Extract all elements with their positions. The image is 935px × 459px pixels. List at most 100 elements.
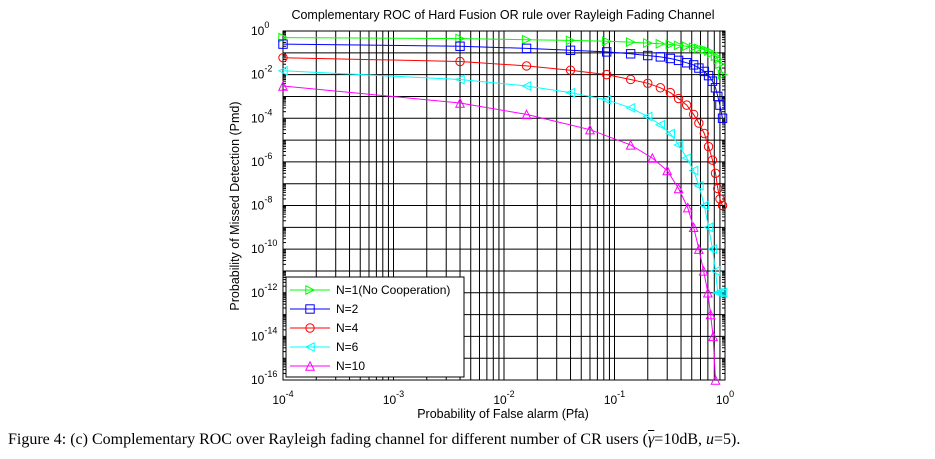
data-point-marker bbox=[602, 47, 612, 57]
series-line bbox=[282, 70, 723, 294]
data-point-marker bbox=[681, 153, 692, 164]
series-1 bbox=[278, 32, 728, 80]
data-point-marker bbox=[521, 81, 532, 92]
data-point-marker bbox=[707, 76, 718, 86]
data-point-marker bbox=[454, 74, 465, 85]
data-point-marker bbox=[702, 287, 713, 298]
data-point-marker bbox=[703, 222, 714, 233]
plot-area-frame bbox=[282, 30, 726, 381]
series-3 bbox=[278, 52, 728, 211]
data-point-marker bbox=[565, 65, 576, 75]
data-point-marker bbox=[693, 180, 704, 191]
data-point-marker bbox=[565, 45, 576, 56]
y-tick-label: 10-16 bbox=[251, 369, 277, 387]
series-2 bbox=[278, 39, 728, 123]
data-point-marker bbox=[584, 124, 595, 135]
data-point-marker bbox=[713, 183, 723, 194]
data-point-marker bbox=[602, 69, 612, 80]
data-point-marker bbox=[625, 49, 636, 59]
caption-u: u bbox=[706, 431, 714, 448]
data-point-marker bbox=[277, 65, 288, 76]
data-point-marker bbox=[673, 139, 684, 150]
y-tick-label: 10-14 bbox=[251, 325, 277, 343]
data-point-marker bbox=[277, 80, 289, 91]
legend-box bbox=[285, 276, 465, 378]
data-point-marker bbox=[625, 139, 636, 150]
data-point-marker bbox=[688, 60, 699, 70]
series-group bbox=[277, 32, 728, 385]
data-point-marker bbox=[643, 50, 653, 61]
data-point-marker bbox=[665, 128, 676, 139]
data-point-marker bbox=[521, 109, 532, 120]
data-point-marker bbox=[698, 265, 709, 276]
x-tick-label: 10-4 bbox=[272, 389, 293, 407]
caption-suffix: =5). bbox=[714, 431, 741, 448]
legend-marker bbox=[305, 304, 315, 314]
y-tick-label: 10-4 bbox=[251, 107, 272, 125]
data-point-marker bbox=[707, 47, 718, 58]
data-point-marker bbox=[714, 287, 725, 298]
legend-label: N=2 bbox=[336, 302, 359, 316]
legend: N=1(No Cooperation) N=2 N=4 N=6 N=10 bbox=[285, 276, 465, 378]
gamma-bar-symbol: γ bbox=[647, 431, 655, 448]
data-point-marker bbox=[688, 109, 699, 120]
data-point-marker bbox=[565, 87, 576, 98]
x-tick-labels: 10-4 10-3 10-2 10-1 100 bbox=[272, 389, 734, 407]
x-tick-label: 10-3 bbox=[383, 389, 404, 407]
data-point-marker bbox=[455, 41, 465, 51]
legend-marker bbox=[305, 284, 316, 296]
data-point-marker bbox=[710, 265, 721, 276]
legend-item: N=2 bbox=[290, 302, 359, 316]
data-point-marker bbox=[707, 155, 718, 165]
series-line bbox=[282, 57, 723, 206]
legend-item: N=10 bbox=[290, 359, 365, 373]
x-tick-label: 10-2 bbox=[493, 389, 514, 407]
data-point-marker bbox=[688, 165, 699, 176]
data-point-marker bbox=[710, 168, 721, 178]
chart-title: Complementary ROC of Hard Fusion OR rule… bbox=[291, 8, 714, 22]
data-point-marker bbox=[715, 100, 725, 110]
data-point-marker bbox=[694, 63, 704, 73]
data-point-marker bbox=[665, 87, 676, 98]
data-point-marker bbox=[455, 97, 466, 108]
legend-label: N=6 bbox=[336, 340, 359, 354]
data-point-marker bbox=[521, 34, 532, 45]
data-point-marker bbox=[278, 52, 288, 63]
data-point-marker bbox=[688, 42, 699, 53]
data-point-marker bbox=[625, 37, 636, 48]
series-5 bbox=[277, 80, 721, 385]
legend-marker bbox=[304, 360, 316, 371]
data-point-marker bbox=[673, 40, 684, 51]
legend-item: N=1(No Cooperation) bbox=[290, 283, 450, 297]
data-point-marker bbox=[655, 83, 666, 93]
data-point-marker bbox=[643, 38, 654, 49]
y-tick-label: 10-12 bbox=[251, 282, 277, 300]
data-point-marker bbox=[681, 41, 692, 52]
legend-label: N=1(No Cooperation) bbox=[336, 283, 450, 297]
figure-caption: Figure 4: (c) Complementary ROC over Ray… bbox=[8, 431, 933, 449]
data-point-marker bbox=[682, 202, 693, 213]
data-point-marker bbox=[712, 287, 723, 298]
data-point-marker bbox=[601, 94, 612, 105]
data-point-marker bbox=[643, 78, 653, 89]
data-point-marker bbox=[688, 221, 699, 233]
x-axis-label: Probability of False alarm (Pfa) bbox=[417, 407, 589, 421]
data-point-marker bbox=[642, 111, 653, 122]
data-point-marker bbox=[673, 93, 684, 104]
y-tick-labels: 100 10-2 10-4 10-6 10-8 10-10 10-12 10-14 10-16 bbox=[251, 20, 277, 387]
caption-prefix: Figure 4: (c) Complementary ROC over Ray… bbox=[8, 431, 648, 448]
y-tick-label: 100 bbox=[251, 20, 269, 38]
legend-marker bbox=[305, 323, 315, 333]
data-point-marker bbox=[521, 61, 532, 71]
y-tick-label: 10-6 bbox=[251, 151, 272, 169]
y-axis-label: Probability of Missed Detection (Pmd) bbox=[228, 101, 242, 310]
data-point-marker bbox=[717, 113, 728, 123]
data-point-marker bbox=[521, 43, 532, 54]
data-point-marker bbox=[710, 374, 721, 385]
data-point-marker bbox=[694, 43, 705, 54]
data-point-marker bbox=[647, 152, 658, 163]
data-point-marker bbox=[694, 118, 704, 128]
data-point-marker bbox=[717, 69, 728, 80]
data-point-marker bbox=[655, 52, 666, 62]
y-tick-label: 10-8 bbox=[251, 195, 272, 213]
